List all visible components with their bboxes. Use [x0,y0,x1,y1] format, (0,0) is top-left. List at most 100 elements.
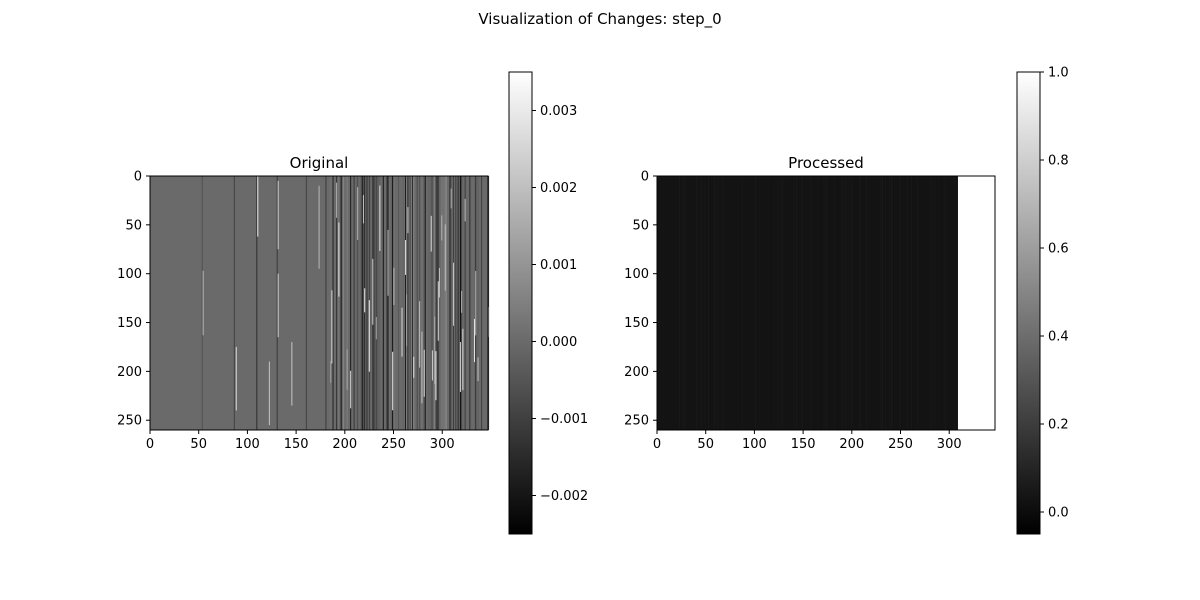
heatmap-column [934,176,936,430]
x-tick-label: 0 [146,437,154,452]
heatmap-stripe [357,176,359,430]
heatmap-column [782,176,784,430]
heatmap-segment [459,342,462,392]
heatmap-stripe [355,176,358,430]
heatmap-stripe [423,176,425,430]
heatmap-stripe [257,176,259,237]
heatmap-segment [461,290,463,313]
colorbar [508,71,533,535]
heatmap-stripe [409,176,411,430]
y-tick-label: 50 [632,218,649,233]
heatmap-stripe [438,176,441,430]
heatmap-stripe [444,176,446,430]
heatmap-column [832,176,834,430]
heatmap-stripe [473,176,476,430]
x-tick-label: 150 [791,437,816,452]
heatmap-column [711,176,712,430]
heatmap-segment [462,328,464,391]
heatmap-stripe [388,176,390,430]
heatmap-segment [421,331,423,404]
heatmap-column [727,176,728,430]
processed-panel: Processed 0 50 100 150 200 250 300 0 50 100 150 200 2… [624,66,1069,535]
heatmap-stripe [405,176,407,430]
heatmap-column [754,176,756,430]
heatmap-column [889,176,891,430]
x-tick-label: 150 [284,437,309,452]
heatmap-stripe [373,176,375,430]
heatmap-stripe [455,176,457,430]
heatmap-column [858,176,860,430]
heatmap-column [863,176,864,430]
heatmap-column [931,176,933,430]
heatmap-segment [405,240,407,275]
heatmap-stripe [387,176,389,430]
heatmap-column [769,176,771,430]
heatmap-stripe [268,361,271,426]
heatmap-stripe [325,176,327,430]
heatmap-column [801,176,803,430]
heatmap-segment [438,268,441,298]
heatmap-stripe [333,176,335,430]
y-tick-label: 200 [624,365,649,380]
heatmap-stripe [407,176,409,430]
heatmap-column [841,176,842,430]
heatmap-column [741,176,743,430]
heatmap-column [817,176,819,430]
heatmap-segment [346,349,348,390]
heatmap-segment [435,351,437,401]
heatmap-segment [375,317,377,340]
heatmap-stripe [477,176,479,430]
heatmap-stripe [235,346,237,411]
colorbar [1016,71,1041,535]
original-panel: Original 0 50 100 150 200 250 300 0 50 100 150 200 25… [117,71,588,535]
heatmap-column [880,176,882,430]
heatmap-segment [330,361,332,383]
heatmap-column [890,176,892,430]
heatmap-segment [450,188,452,209]
heatmap-stripe [435,176,437,430]
heatmap-segment [431,350,433,381]
x-tick-label: 200 [332,437,357,452]
heatmap-stripe [442,176,444,430]
heatmap-stripe [402,176,404,430]
heatmap-column [860,176,861,430]
heatmap-stripe [401,176,403,430]
heatmap-column [941,176,943,430]
heatmap-stripe [430,176,432,430]
heatmap-stripe [360,176,362,430]
heatmap-segment [430,215,432,252]
heatmap-segment [364,288,366,313]
heatmap-stripe [343,176,345,430]
heatmap-column [953,176,955,430]
heatmap-stripe [233,176,235,430]
heatmap-column [842,176,844,430]
heatmap-column [703,176,705,430]
heatmap-stripe [464,176,466,430]
heatmap-column [722,176,724,430]
axes-frame [656,175,996,431]
heatmap-stripe [416,176,418,430]
heatmap-column [865,176,867,430]
heatmap-segment [392,351,394,411]
colorbar-tick-label: −0.001 [540,412,588,427]
heatmap-column [713,176,715,430]
heatmap-segment [368,300,370,372]
heatmap-column [899,176,901,430]
heatmap-column [770,176,772,430]
heatmap-column [848,176,850,430]
heatmap-stripe [470,176,472,430]
heatmap-column [715,176,717,430]
heatmap-stripe [441,176,443,430]
heatmap-column [694,176,696,430]
heatmap-stripe [201,176,203,430]
heatmap-column [778,176,780,430]
heatmap-stripe [376,176,379,430]
heatmap-segment [452,262,455,326]
heatmap-stripe [445,176,448,430]
heatmap-segment [387,229,389,296]
heatmap-segment [475,270,477,336]
heatmap-stripe [338,176,340,430]
heatmap-region [957,176,995,430]
heatmap-column [835,176,837,430]
colorbar-tick-label: −0.002 [540,489,588,504]
